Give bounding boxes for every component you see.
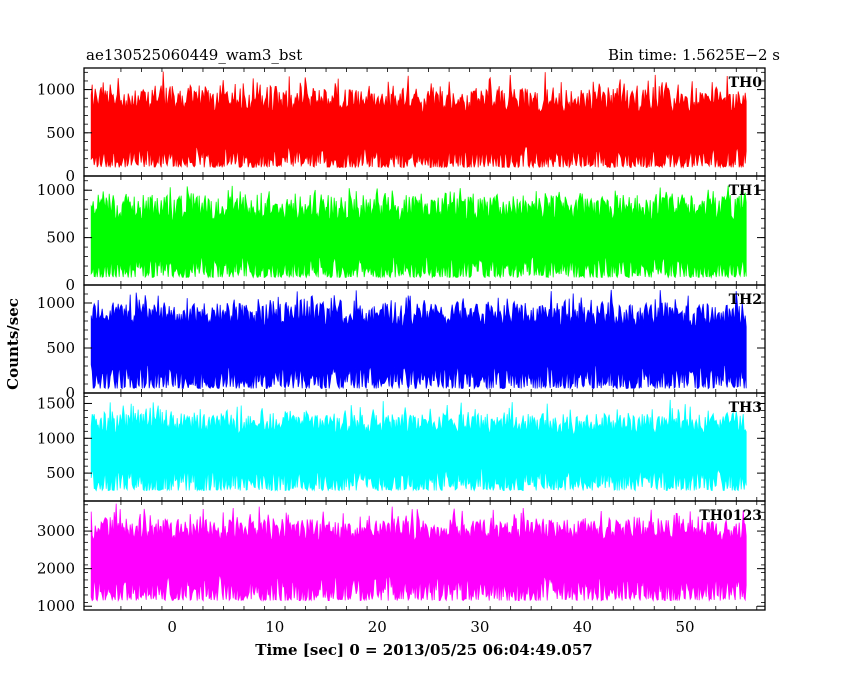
series-band-th0123	[90, 503, 747, 603]
y-tick-label: 500	[46, 464, 75, 482]
x-tick-label: 50	[675, 618, 694, 636]
series-label-th3: TH3	[729, 400, 762, 416]
y-tick-label: 500	[46, 339, 75, 357]
x-axis-title: Time [sec] 0 = 2013/05/25 06:04:49.057	[255, 641, 592, 659]
panel-th3: 500 1000 1500 TH3	[37, 392, 766, 502]
figure-title: ae130525060449_wam3_bst	[86, 46, 302, 64]
y-tick-label: 3000	[37, 522, 75, 540]
y-tick-label: 0	[65, 276, 75, 294]
y-tick-label: 0	[65, 384, 75, 402]
y-tick-label: 500	[46, 229, 75, 247]
x-axis: 0 10 20 30 40 50	[167, 618, 694, 636]
bin-time-label: Bin time: 1.5625E−2 s	[608, 46, 780, 64]
series-label-th0: TH0	[729, 75, 763, 91]
series-band-th1	[90, 185, 747, 279]
y-tick-label: 1500	[37, 394, 75, 412]
panel-th2: 0 500 1000 TH2	[37, 284, 766, 402]
x-tick-label: 0	[167, 618, 177, 636]
series-label-th2: TH2	[729, 292, 762, 308]
y-tick-label: 1000	[37, 597, 75, 615]
y-tick-label: 0	[65, 167, 75, 185]
y-tick-label: 2000	[37, 560, 75, 578]
x-tick-label: 10	[265, 618, 284, 636]
y-tick-label: 1000	[37, 81, 75, 99]
series-band-th3	[90, 399, 747, 492]
y-tick-label: 500	[46, 124, 75, 142]
series-band-th0	[90, 71, 747, 169]
panels-group: 0 500 1000 TH0 0 500 1000 TH1 0 500 1000 TH2 500 1000…	[37, 67, 766, 615]
x-tick-label: 40	[573, 618, 592, 636]
y-axis-title: Counts/sec	[4, 298, 22, 390]
x-tick-label: 30	[470, 618, 489, 636]
panel-th0: 0 500 1000 TH0	[37, 67, 766, 185]
y-tick-label: 1000	[37, 429, 75, 447]
y-tick-label: 1000	[37, 294, 75, 312]
series-label-th1: TH1	[729, 183, 762, 199]
x-tick-label: 20	[368, 618, 387, 636]
panel-th1: 0 500 1000 TH1	[37, 175, 766, 294]
series-band-th2	[90, 289, 747, 390]
y-tick-label: 1000	[37, 181, 75, 199]
series-label-th0123: TH0123	[699, 508, 762, 524]
panel-frame	[83, 500, 766, 611]
panel-th0123: 1000 2000 3000 TH0123	[37, 500, 766, 615]
